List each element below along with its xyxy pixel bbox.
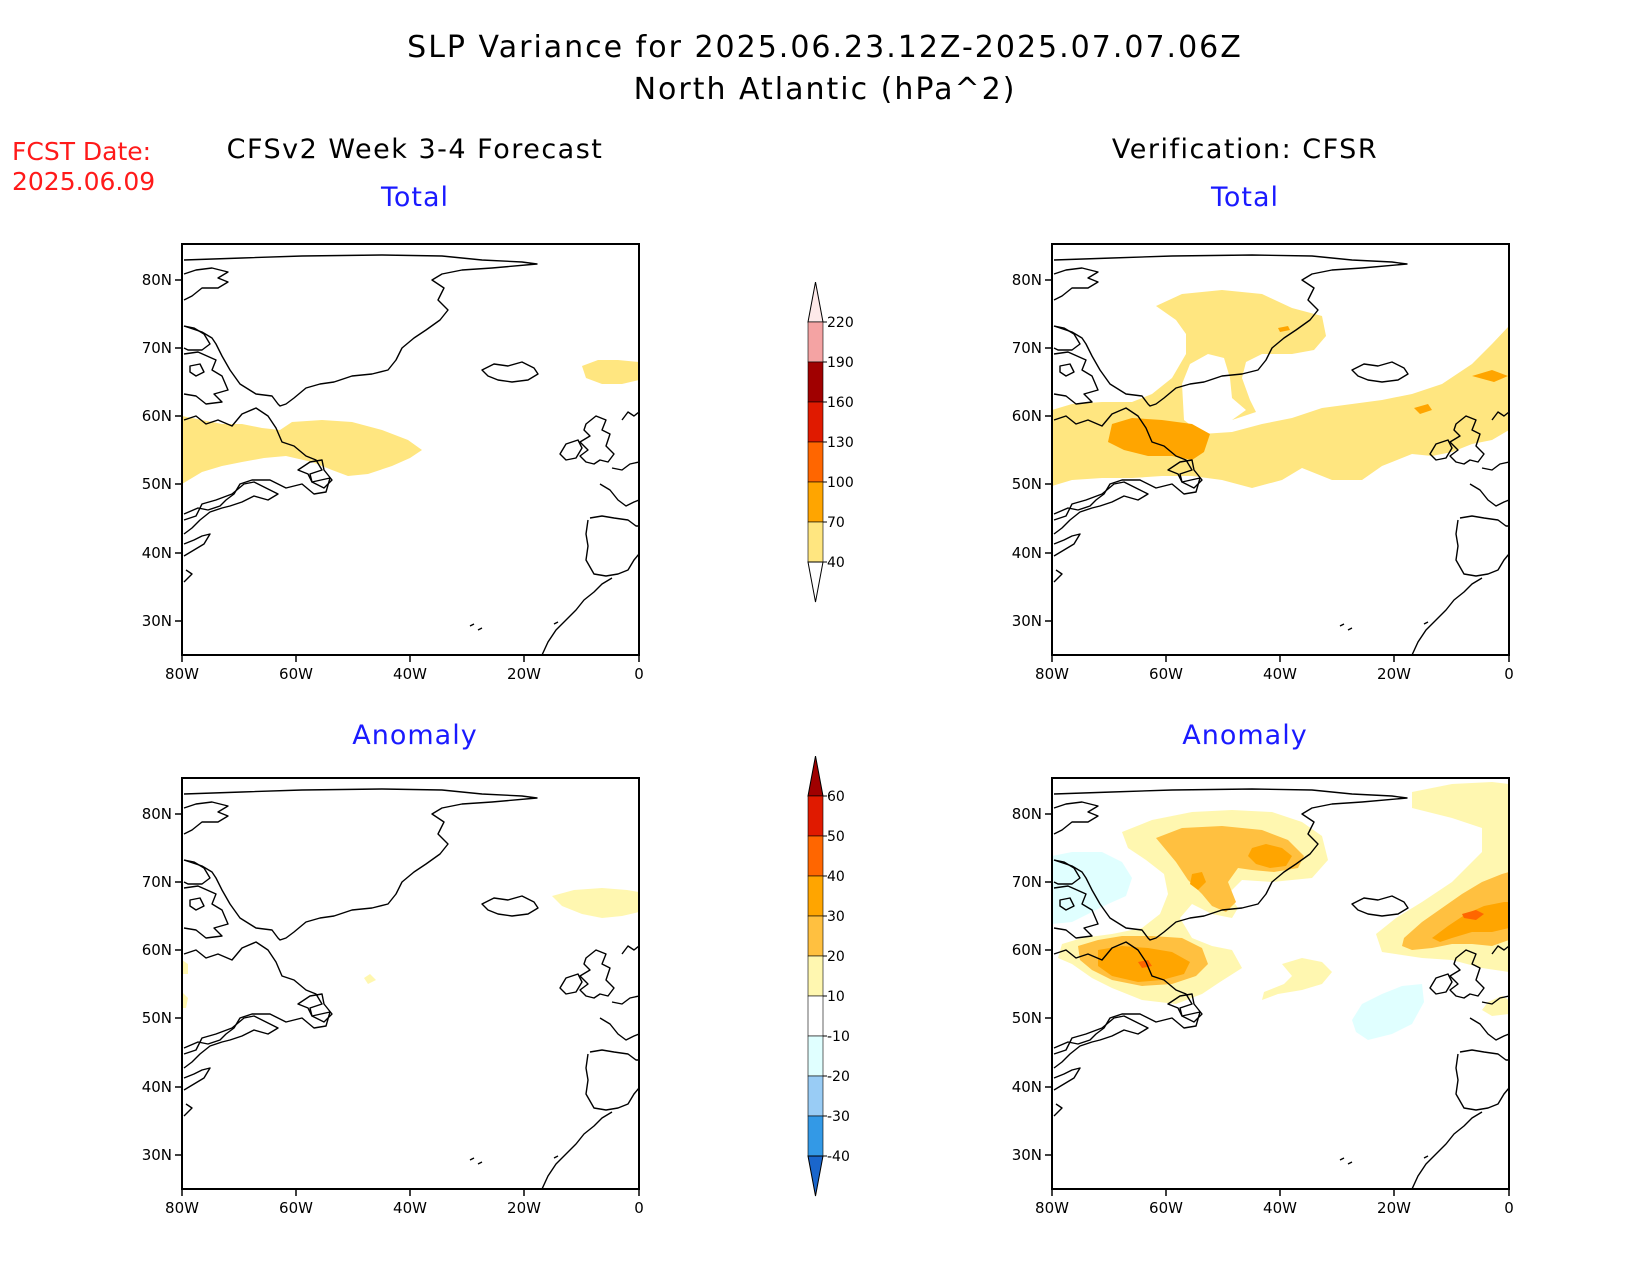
lat-tick-label: 50N	[1012, 1009, 1042, 1027]
colorbar-segment	[807, 915, 824, 957]
lat-tick-label: 50N	[142, 475, 172, 493]
lon-tick-label: 20W	[1377, 1199, 1411, 1217]
colorbar-label: 190	[827, 355, 854, 371]
map-forecast-total: 80N 70N 60N 50N 40N 30N 80W 60W 40W 20W 0	[142, 243, 644, 683]
lat-tick-label: 70N	[142, 339, 172, 357]
colorbar-label: -40	[827, 1149, 850, 1165]
colorbar-label: -10	[827, 1029, 850, 1045]
colorbar-segment	[807, 521, 824, 563]
colorbar-segment	[807, 401, 824, 443]
lat-tick-label: 80N	[1012, 805, 1042, 823]
lat-tick-label: 40N	[142, 1078, 172, 1096]
colorbar-segment	[807, 361, 824, 403]
colorbar-label: 220	[827, 315, 854, 331]
main-subtitle: North Atlantic (hPa^2)	[633, 72, 1017, 107]
forecast-column-title: CFSv2 Week 3-4 Forecast	[226, 134, 604, 165]
colorbar-label: 60	[827, 789, 845, 805]
colorbar-label: -30	[827, 1109, 850, 1125]
colorbar-segment	[807, 795, 824, 837]
colorbar-segment	[807, 995, 824, 1037]
colorbar-total: 220 190 160 130 100 70 40	[807, 282, 854, 603]
colorbar-label: 20	[827, 949, 845, 965]
panel-title-verification-total: Total	[1210, 182, 1280, 213]
colorbar-label: 100	[827, 475, 854, 491]
lon-tick-label: 40W	[1263, 665, 1297, 683]
main-title: SLP Variance for 2025.06.23.12Z-2025.07.…	[407, 30, 1243, 65]
panel-title-forecast-total: Total	[380, 182, 450, 213]
lat-tick-label: 40N	[1012, 1078, 1042, 1096]
colorbar-bottom-arrow	[807, 561, 824, 603]
panel-title-forecast-anomaly: Anomaly	[352, 720, 478, 751]
verification-column-title: Verification: CFSR	[1111, 134, 1379, 165]
colorbar-label: 50	[827, 829, 845, 845]
colorbar-segment	[807, 835, 824, 877]
colorbar-segment	[807, 1115, 824, 1157]
lon-tick-label: 60W	[1149, 1199, 1183, 1217]
colorbar-label: -20	[827, 1069, 850, 1085]
colorbar-label: 130	[827, 435, 854, 451]
lat-tick-label: 60N	[142, 407, 172, 425]
lat-tick-label: 40N	[1012, 544, 1042, 562]
colorbar-label: 10	[827, 989, 845, 1005]
lat-tick-label: 80N	[142, 271, 172, 289]
lat-tick-label: 30N	[1012, 612, 1042, 630]
colorbar-label: 160	[827, 395, 854, 411]
colorbar-segment	[807, 481, 824, 523]
colorbar-label: 40	[827, 869, 845, 885]
map-forecast-anomaly: 80N 70N 60N 50N 40N 30N 80W 60W 40W 20W 0	[142, 777, 644, 1217]
lon-tick-label: 80W	[1035, 665, 1069, 683]
lon-tick-label: 0	[634, 665, 644, 683]
lon-tick-label: 20W	[1377, 665, 1411, 683]
lon-tick-label: 40W	[393, 1199, 427, 1217]
lon-tick-label: 40W	[1263, 1199, 1297, 1217]
lat-tick-label: 30N	[1012, 1146, 1042, 1164]
lat-tick-label: 30N	[142, 1146, 172, 1164]
lon-tick-label: 60W	[279, 665, 313, 683]
colorbar-segment	[807, 321, 824, 363]
lon-tick-label: 60W	[279, 1199, 313, 1217]
colorbar-label: 70	[827, 515, 845, 531]
lat-tick-label: 80N	[142, 805, 172, 823]
lon-tick-label: 40W	[393, 665, 427, 683]
lon-tick-label: 0	[1504, 665, 1514, 683]
colorbar-top-arrow	[807, 282, 824, 323]
lat-tick-label: 70N	[1012, 339, 1042, 357]
lon-tick-label: 80W	[1035, 1199, 1069, 1217]
lon-tick-label: 60W	[1149, 665, 1183, 683]
colorbar-anomaly: 60 50 40 30 20 10 -10 -20 -30 -40	[807, 756, 850, 1197]
fcst-date-label: FCST Date:	[12, 137, 152, 166]
lon-tick-label: 0	[634, 1199, 644, 1217]
lat-tick-label: 50N	[1012, 475, 1042, 493]
lon-tick-label: 80W	[165, 665, 199, 683]
lon-tick-label: 80W	[165, 1199, 199, 1217]
fcst-date-block: FCST Date: 2025.06.09	[12, 137, 155, 197]
lat-tick-label: 40N	[142, 544, 172, 562]
lat-tick-label: 50N	[142, 1009, 172, 1027]
lat-tick-label: 60N	[1012, 941, 1042, 959]
colorbar-segment	[807, 1075, 824, 1117]
lon-tick-label: 0	[1504, 1199, 1514, 1217]
colorbar-top-arrow	[807, 756, 824, 797]
lat-tick-label: 60N	[1012, 407, 1042, 425]
map-frame	[181, 777, 640, 1190]
lat-tick-label: 70N	[142, 873, 172, 891]
lat-tick-label: 70N	[1012, 873, 1042, 891]
colorbar-label: 40	[827, 555, 845, 571]
lon-tick-label: 20W	[507, 1199, 541, 1217]
colorbar-segment	[807, 1035, 824, 1077]
fcst-date-value: 2025.06.09	[12, 167, 156, 196]
map-verification-anomaly: 80N 70N 60N 50N 40N 30N 80W 60W 40W 20W 0	[1012, 777, 1514, 1217]
colorbar-label: 30	[827, 909, 845, 925]
lon-tick-label: 20W	[507, 665, 541, 683]
lat-tick-label: 30N	[142, 612, 172, 630]
colorbar-segment	[807, 875, 824, 917]
colorbar-segment	[807, 441, 824, 483]
colorbar-bottom-arrow	[807, 1155, 824, 1197]
lat-tick-label: 80N	[1012, 271, 1042, 289]
panel-title-verification-anomaly: Anomaly	[1182, 720, 1308, 751]
lat-tick-label: 60N	[142, 941, 172, 959]
colorbar-segment	[807, 955, 824, 997]
map-verification-total: 80N 70N 60N 50N 40N 30N 80W 60W 40W 20W 0	[1012, 243, 1514, 683]
